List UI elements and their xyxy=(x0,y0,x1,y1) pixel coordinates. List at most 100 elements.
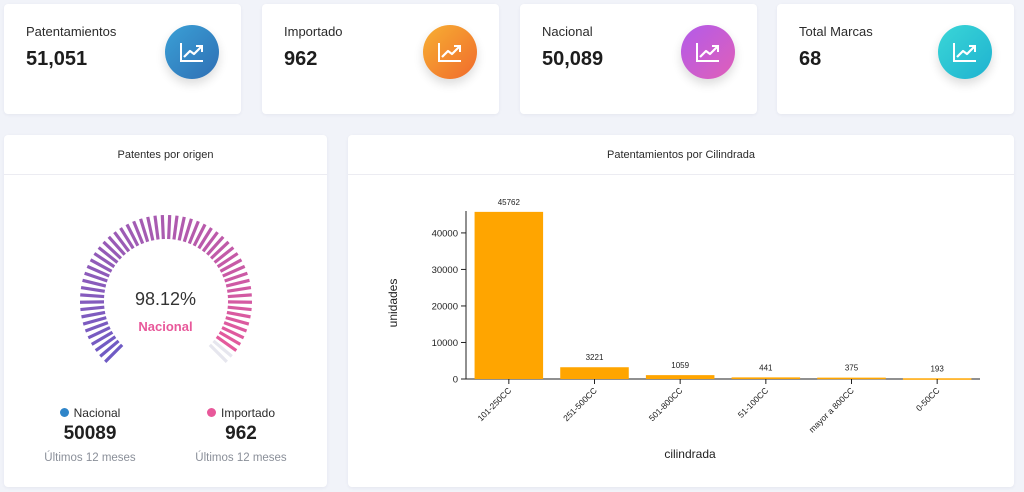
origin-panel: Patentes por origen 98.12% Nacional Naci… xyxy=(4,135,327,487)
trending-up-icon xyxy=(938,25,992,79)
gauge-tick xyxy=(107,235,126,256)
bar-value-label: 441 xyxy=(759,363,773,372)
bar-value-label: 193 xyxy=(930,364,944,373)
trending-up-icon xyxy=(681,25,735,79)
gauge-tick xyxy=(113,231,131,253)
gauge-tick xyxy=(209,240,230,260)
gauge-tick xyxy=(227,293,252,299)
gauge-tick xyxy=(213,246,235,264)
gauge-tick xyxy=(153,215,160,240)
gauge-tick xyxy=(90,330,114,346)
y-tick-label: 0 xyxy=(453,375,458,386)
y-tick-label: 20000 xyxy=(432,301,458,312)
bar xyxy=(817,377,886,380)
gauge-tick xyxy=(86,264,110,278)
legend-name-text: Nacional xyxy=(73,406,121,420)
y-tick-label: 30000 xyxy=(432,265,458,276)
bar-value-label: 1059 xyxy=(671,361,689,370)
gauge-tick xyxy=(80,293,105,299)
gauge-label: Nacional xyxy=(138,319,193,334)
gauge-tick xyxy=(97,246,119,264)
gauge-tick xyxy=(104,343,124,363)
gauge-tick xyxy=(192,223,207,247)
gauge-tick xyxy=(225,278,250,288)
legend-value: 962 xyxy=(225,423,257,444)
gauge-tick xyxy=(206,235,225,256)
gauge-tick xyxy=(94,335,117,352)
legend-dot-icon xyxy=(206,408,216,417)
x-tick-label: 0-50CC xyxy=(914,385,942,413)
gauge-tick xyxy=(82,278,107,288)
gauge-tick xyxy=(84,271,108,283)
y-tick-label: 40000 xyxy=(432,228,458,239)
stat-label: Total Marcas xyxy=(799,24,873,39)
bar xyxy=(560,367,629,379)
x-tick-label: mayor a 800CC xyxy=(807,385,856,434)
stat-card-nacional: Nacional 50,089 xyxy=(520,4,757,114)
stat-value: 68 xyxy=(799,48,822,70)
gauge-tick xyxy=(201,231,219,253)
gauge-tick xyxy=(80,305,105,312)
panel-title: Patentamientos por Cilindrada xyxy=(348,135,1014,175)
gauge-tick xyxy=(87,326,111,340)
gauge-tick xyxy=(99,339,120,358)
gauge-tick xyxy=(208,343,228,363)
gauge-tick xyxy=(132,220,145,245)
stat-label: Nacional xyxy=(542,24,593,39)
gauge-tick xyxy=(226,310,251,319)
legend-dot-icon xyxy=(59,408,69,417)
legend-period: Últimos 12 meses xyxy=(44,452,136,464)
gauge-tick xyxy=(182,218,193,243)
stat-value: 50,089 xyxy=(542,48,604,70)
gauge-tick xyxy=(227,305,252,312)
bar-chart: 0 10000 20000 30000 40000 45762 101-250CC 3221 2… xyxy=(386,198,980,461)
gauge-tick xyxy=(223,321,248,333)
gauge-tick xyxy=(82,316,107,326)
gauge-tick xyxy=(187,220,200,245)
stat-card-importado: Importado 962 xyxy=(262,4,499,114)
gauge-percent: 98.12% xyxy=(134,289,197,309)
y-tick-label: 10000 xyxy=(432,338,458,349)
x-tick-label: 101-250CC xyxy=(475,385,513,423)
cilindrada-panel: Patentamientos por Cilindrada 0 10000 2000… xyxy=(348,135,1014,487)
legend-importado: Importado 962 Últimos 12 meses xyxy=(171,406,311,464)
legend-period: Últimos 12 meses xyxy=(195,452,287,464)
gauge-tick xyxy=(160,215,165,240)
stat-card-patentamientos: Patentamientos 51,051 xyxy=(4,4,241,114)
gauge-tick xyxy=(218,330,242,346)
panel-title: Patentes por origen xyxy=(4,135,327,175)
x-tick-label: 251-500CC xyxy=(561,385,599,423)
gauge-tick xyxy=(197,227,213,250)
gauge-tick xyxy=(81,310,106,319)
gauge-tick xyxy=(80,285,106,293)
bar-value-label: 3221 xyxy=(586,353,604,362)
gauge-tick xyxy=(84,321,109,333)
gauge-tick xyxy=(222,264,246,278)
gauge-tick xyxy=(224,271,248,283)
gauge-tick xyxy=(226,285,252,293)
x-axis-label: cilindrada xyxy=(664,447,716,461)
stat-value: 51,051 xyxy=(26,48,88,70)
stat-value: 962 xyxy=(284,48,318,70)
trending-up-icon xyxy=(165,25,219,79)
gauge-tick xyxy=(102,240,123,260)
stat-card-total-marcas: Total Marcas 68 xyxy=(777,4,1014,114)
gauge-tick xyxy=(177,216,186,241)
gauge-tick xyxy=(139,218,150,243)
bar-value-label: 45762 xyxy=(498,198,521,207)
gauge-tick xyxy=(89,258,113,273)
gauge-tick xyxy=(225,316,250,326)
gauge-tick xyxy=(93,252,116,269)
x-tick-label: 501-800CC xyxy=(647,385,685,423)
trending-up-icon xyxy=(423,25,477,79)
legend-name-text: Importado xyxy=(220,406,276,420)
gauge-tick xyxy=(212,339,233,358)
gauge-tick xyxy=(221,326,245,340)
gauge-tick xyxy=(167,215,172,240)
gauge-tick xyxy=(219,258,243,273)
bar xyxy=(731,377,801,379)
legend-nacional: Nacional 50089 Últimos 12 meses xyxy=(20,406,160,464)
gauge-tick xyxy=(216,252,239,269)
bar xyxy=(645,375,715,379)
gauge-tick xyxy=(125,223,140,247)
